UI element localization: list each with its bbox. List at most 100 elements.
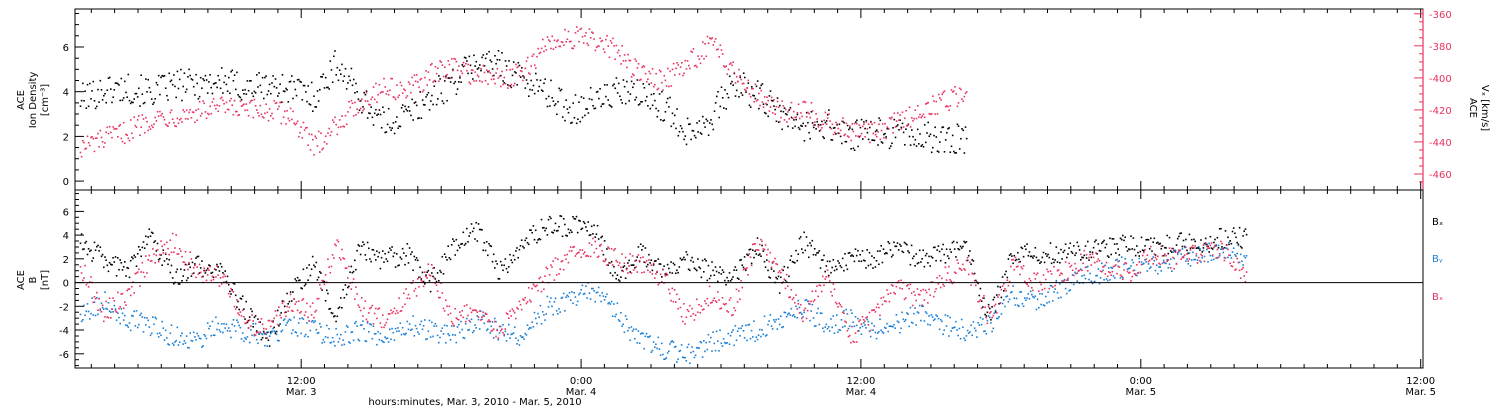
bottom-point: [433, 267, 435, 269]
bottom-point: [329, 271, 332, 274]
bottom-point: [463, 305, 466, 307]
top-point: [843, 134, 845, 137]
top-point: [472, 69, 474, 71]
top-point: [213, 104, 216, 107]
bottom-point: [1067, 279, 1069, 281]
bottom-point: [494, 267, 496, 269]
top-point: [497, 77, 500, 79]
bottom-point: [746, 339, 748, 342]
top-point: [238, 95, 241, 98]
bottom-point: [285, 324, 287, 326]
top-point: [588, 98, 591, 100]
top-point: [646, 80, 648, 83]
bottom-point: [850, 255, 852, 257]
bottom-point: [1014, 304, 1017, 306]
top-point: [915, 117, 918, 120]
top-point: [880, 141, 883, 143]
bottom-point: [355, 320, 357, 323]
top-point: [878, 117, 880, 119]
top-point: [453, 57, 455, 60]
bottom-point: [487, 254, 489, 257]
bottom-point: [1050, 262, 1053, 265]
bottom-point: [86, 303, 89, 305]
bottom-point: [718, 350, 720, 352]
top-point: [876, 129, 878, 131]
bottom-point: [934, 318, 936, 320]
bottom-point: [372, 249, 375, 251]
bottom-point: [447, 245, 449, 247]
top-point: [580, 96, 583, 98]
bottom-point: [831, 326, 833, 329]
bottom-point: [183, 261, 186, 264]
top-point: [330, 69, 333, 71]
bottom-point: [629, 253, 631, 255]
top-point: [762, 106, 765, 108]
top-point: [636, 79, 639, 81]
bottom-point: [1019, 260, 1021, 263]
bottom-point: [1094, 280, 1096, 283]
top-point: [495, 62, 497, 65]
bottom-point: [99, 246, 102, 248]
bottom-point: [303, 284, 306, 287]
bottom-point: [654, 346, 656, 348]
bottom-point: [574, 255, 577, 257]
bottom-point: [436, 290, 439, 292]
top-point: [939, 97, 941, 99]
bottom-point: [135, 310, 138, 312]
top-point: [591, 98, 593, 101]
bottom-point: [867, 264, 870, 267]
bottom-point: [168, 253, 170, 256]
top-point: [964, 126, 967, 128]
bottom-point: [146, 317, 148, 319]
bottom-point: [683, 256, 685, 259]
top-point: [886, 127, 889, 130]
bottom-point: [426, 277, 428, 279]
bottom-point: [529, 299, 531, 301]
top-point: [749, 106, 752, 108]
top-point: [435, 72, 438, 75]
top-point: [259, 84, 262, 87]
top-point: [289, 107, 292, 110]
bottom-point: [1223, 256, 1226, 259]
top-point: [904, 117, 906, 120]
top-point: [825, 123, 828, 125]
bottom-point: [82, 248, 84, 251]
bottom-point: [1075, 252, 1077, 254]
bottom-point: [960, 247, 963, 249]
bottom-point: [296, 309, 299, 312]
bottom-point: [670, 299, 672, 302]
bottom-point: [278, 325, 280, 327]
bottom-point: [717, 340, 719, 342]
top-point: [391, 77, 393, 80]
top-point: [437, 98, 439, 100]
bottom-point: [768, 276, 770, 278]
top-point: [324, 76, 327, 79]
top-point: [614, 58, 616, 61]
top-point: [421, 90, 424, 93]
bottom-point: [998, 294, 1000, 296]
top-point: [425, 96, 427, 98]
bottom-point: [294, 278, 296, 280]
bottom-point: [811, 239, 814, 242]
bottom-point: [541, 280, 544, 283]
bottom-point: [782, 281, 784, 283]
bottom-point: [614, 315, 616, 318]
bottom-point: [264, 344, 266, 347]
bottom-point: [923, 320, 926, 322]
top-point: [787, 111, 789, 113]
bottom-point: [1182, 256, 1185, 259]
bottom-point: [412, 279, 414, 282]
bottom-point: [182, 343, 184, 345]
bottom-point: [833, 332, 836, 334]
bottom-point: [802, 251, 804, 254]
bottom-point: [1229, 254, 1231, 257]
top-point: [317, 130, 320, 133]
top-point: [526, 56, 529, 59]
bottom-point: [506, 313, 509, 315]
bottom-point: [1125, 262, 1128, 265]
bottom-point: [83, 304, 85, 307]
bottom-point: [643, 347, 645, 350]
bottom-point: [292, 329, 294, 331]
bottom-point: [727, 280, 730, 282]
top-point: [418, 117, 420, 119]
